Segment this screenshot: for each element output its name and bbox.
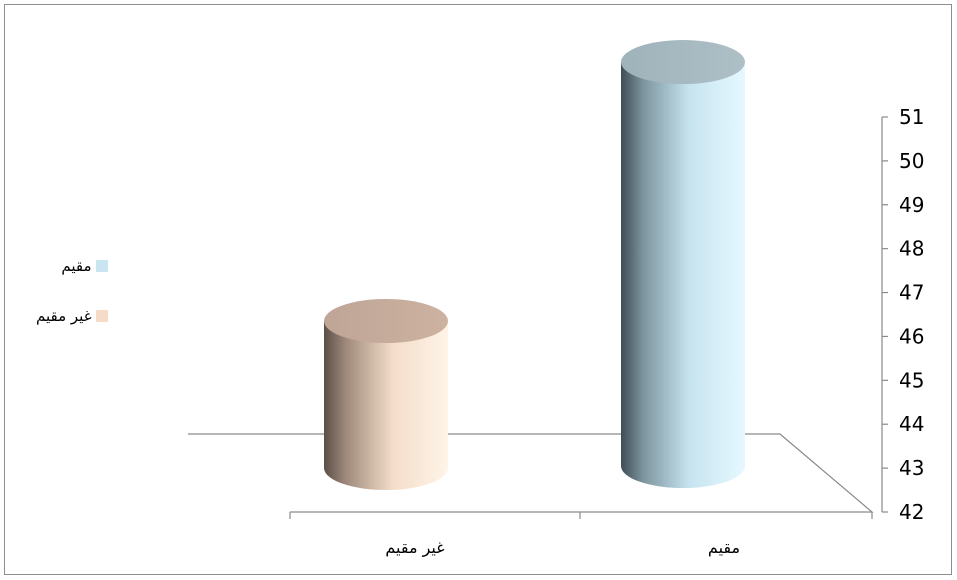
y-tick-label: 46 [899, 324, 924, 348]
y-tick-label: 43 [899, 456, 924, 480]
legend-swatch-non-resident [95, 310, 108, 322]
y-tick-label: 47 [899, 281, 924, 305]
legend: مقيم غير مقيم [36, 256, 108, 356]
y-tick-label: 49 [899, 193, 924, 217]
y-tick-label: 42 [899, 500, 924, 524]
x-axis-ticks: غير مقيم مقيم [289, 512, 873, 558]
bar-body-0 [324, 321, 448, 490]
x-tick-label: غير مقيم [385, 538, 444, 558]
legend-item-non-resident: غير مقيم [36, 306, 108, 326]
bar-0 [324, 299, 448, 490]
legend-swatch-resident [95, 260, 108, 272]
y-tick-label: 51 [899, 105, 924, 129]
y-tick-label: 45 [899, 368, 924, 392]
floor-plane [188, 433, 874, 513]
y-tick-label: 44 [899, 412, 924, 436]
bar-body-1 [621, 62, 745, 489]
chart-frame [4, 4, 952, 575]
legend-label-non-resident: غير مقيم [36, 307, 92, 325]
legend-item-resident: مقيم [36, 256, 108, 276]
bar-top-0 [324, 299, 448, 343]
bars-group [324, 40, 745, 490]
y-tick-label: 48 [899, 237, 924, 261]
legend-label-resident: مقيم [61, 257, 92, 275]
y-axis-ticks: 42 43 44 45 46 47 48 49 50 51 [882, 105, 924, 524]
bar-top-1 [621, 40, 745, 85]
y-tick-label: 50 [899, 149, 924, 173]
bar-1 [621, 40, 745, 489]
x-tick-label: مقيم [708, 538, 740, 557]
